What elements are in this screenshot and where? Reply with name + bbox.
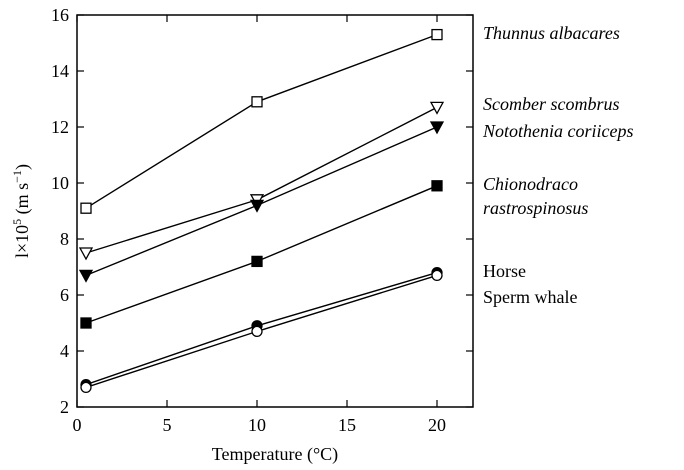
y-axis-title-part: ) xyxy=(12,164,33,170)
y-tick-label: 8 xyxy=(60,229,69,249)
series-label: Sperm whale xyxy=(483,287,577,307)
series-label: Notothenia coriiceps xyxy=(482,121,633,141)
series-line xyxy=(80,28,443,214)
x-tick-label: 5 xyxy=(163,415,172,435)
series-line xyxy=(78,101,445,261)
y-tick-label: 16 xyxy=(51,5,69,25)
y-axis-title-part: (m s xyxy=(12,183,33,219)
data-point xyxy=(431,180,443,192)
y-tick-label: 14 xyxy=(51,61,69,81)
x-tick-label: 0 xyxy=(73,415,82,435)
x-tick-label: 15 xyxy=(338,415,356,435)
data-point xyxy=(431,28,443,41)
data-point xyxy=(78,269,94,283)
data-point xyxy=(78,247,94,261)
data-point xyxy=(251,96,263,108)
data-point xyxy=(80,202,92,214)
x-tick-label: 20 xyxy=(428,415,446,435)
series-path xyxy=(85,106,438,254)
y-axis-title-superscript: −1 xyxy=(10,170,24,183)
y-axis-ticks: 2 4 6 8 10 12 14 16 xyxy=(51,5,473,417)
data-point xyxy=(251,255,263,268)
series-line xyxy=(78,121,445,283)
y-axis-title-superscript: 5 xyxy=(10,219,24,225)
series-label: Chionodraco xyxy=(483,174,578,194)
data-point xyxy=(80,317,92,329)
data-point xyxy=(429,101,445,115)
y-tick-label: 2 xyxy=(60,397,69,417)
data-point xyxy=(249,199,265,213)
y-axis-title-part: l×10 xyxy=(12,225,32,258)
plot-frame xyxy=(76,14,474,408)
series-labels: Thunnus albacares Scomber scombrus Notothe… xyxy=(482,23,633,307)
series-label: rastrospinosus xyxy=(483,198,588,218)
y-tick-label: 10 xyxy=(51,173,69,193)
x-axis-ticks: 0 5 10 15 20 xyxy=(73,15,446,435)
y-tick-label: 4 xyxy=(60,341,69,361)
data-point xyxy=(251,325,263,338)
x-axis-title: Temperature (°C) xyxy=(212,444,338,465)
x-tick-label: 10 xyxy=(248,415,266,435)
y-tick-label: 12 xyxy=(51,117,69,137)
series-line xyxy=(80,180,443,329)
data-point xyxy=(431,269,443,282)
data-point xyxy=(80,381,92,394)
series-line xyxy=(80,269,443,394)
y-tick-label: 6 xyxy=(60,285,69,305)
y-axis-title: l×105 (m s−1) xyxy=(10,164,33,258)
series-layer xyxy=(78,28,445,394)
series-label: Horse xyxy=(483,261,526,281)
series-label: Thunnus albacares xyxy=(483,23,620,43)
data-point xyxy=(429,121,445,135)
series-label: Scomber scombrus xyxy=(483,94,620,114)
series-path xyxy=(85,33,438,209)
